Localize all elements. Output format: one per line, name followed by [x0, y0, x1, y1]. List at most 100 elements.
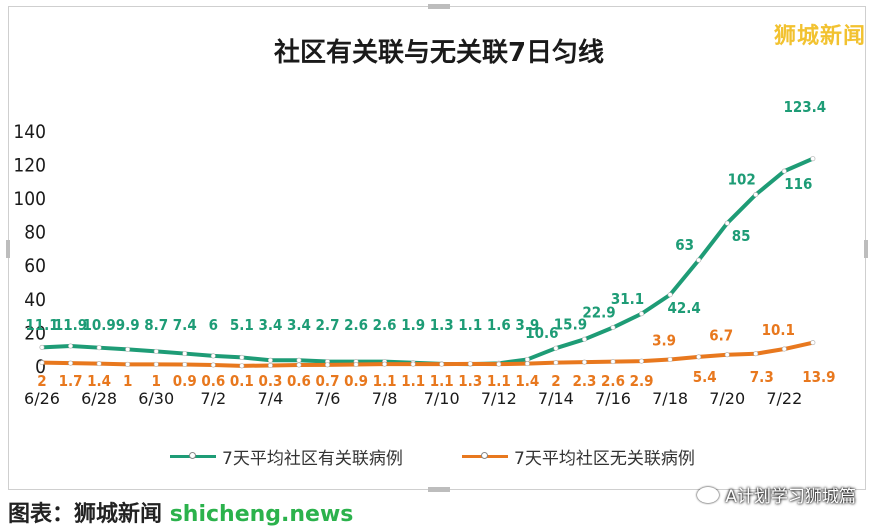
data-point [753, 192, 759, 198]
data-label: 1.1 [458, 316, 482, 334]
data-point [210, 362, 216, 368]
data-label: 1.3 [458, 372, 482, 390]
footer-credit-prefix: 图表： [8, 502, 75, 527]
data-point [153, 361, 159, 367]
data-label: 2.3 [572, 372, 596, 390]
data-point [581, 336, 587, 342]
data-label: 1.4 [87, 372, 111, 390]
data-label: 1.1 [401, 372, 425, 390]
data-label: 3.4 [258, 316, 282, 334]
legend-item-unlinked: 7天平均社区无关联病例 [462, 444, 695, 469]
resize-handle-bottom[interactable] [428, 487, 450, 492]
data-label: 9.9 [116, 316, 140, 334]
series-line-1 [40, 340, 815, 368]
data-label: 10.6 [525, 324, 558, 342]
footer-credit-name: 狮城新闻 [74, 502, 163, 527]
footer-credit: 图表：狮城新闻 shicheng.news [8, 496, 353, 528]
data-point [96, 345, 102, 351]
data-point [324, 362, 330, 368]
data-label: 31.1 [611, 290, 644, 308]
data-point [296, 362, 302, 368]
data-label: 123.4 [784, 98, 827, 116]
data-point [125, 346, 131, 352]
data-label: 0.7 [316, 372, 340, 390]
data-label: 1.1 [487, 372, 511, 390]
data-point [382, 361, 388, 367]
x-tick-label: 7/4 [258, 389, 284, 408]
data-label: 1 [152, 372, 161, 390]
legend-item-linked: 7天平均社区有关联病例 [170, 444, 403, 469]
data-label: 1.7 [59, 372, 83, 390]
footer-credit-site: shicheng.news [169, 502, 354, 527]
legend-swatch-unlinked [462, 452, 508, 459]
x-tick-label: 7/10 [424, 389, 460, 408]
data-point [439, 361, 445, 367]
data-point [696, 354, 702, 360]
resize-handle-top[interactable] [428, 4, 450, 9]
data-point [667, 292, 673, 298]
data-point [267, 357, 273, 363]
data-point [353, 361, 359, 367]
data-label: 8.7 [144, 316, 168, 334]
y-tick-label: 20 [24, 322, 46, 344]
data-label: 0.9 [344, 372, 368, 390]
wechat-icon [697, 486, 720, 503]
brand-watermark: 狮城新闻 [773, 24, 866, 49]
y-tick-label: 100 [13, 188, 46, 210]
y-tick-label: 120 [13, 154, 46, 176]
data-point [496, 361, 502, 367]
data-label: 2 [551, 372, 560, 390]
data-label: 2.9 [630, 372, 654, 390]
data-label: 13.9 [802, 368, 835, 386]
data-point [410, 361, 416, 367]
data-label: 11.9 [54, 316, 87, 334]
data-point [239, 363, 245, 369]
data-label: 116 [784, 175, 812, 193]
data-label: 0.3 [258, 372, 282, 390]
x-tick-label: 6/26 [24, 389, 60, 408]
data-point [639, 311, 645, 317]
y-tick-label: 40 [24, 289, 46, 311]
data-point [781, 346, 787, 352]
data-label: 7.4 [173, 316, 197, 334]
resize-handle-right[interactable] [864, 240, 868, 258]
data-label: 2 [37, 372, 46, 390]
data-point [581, 359, 587, 365]
data-label: 6.7 [709, 327, 733, 345]
data-label: 15.9 [554, 315, 587, 333]
data-point [39, 344, 45, 350]
data-point [239, 354, 245, 360]
data-point [639, 358, 645, 364]
data-label: 2.7 [316, 316, 340, 334]
x-tick-label: 7/14 [538, 389, 574, 408]
data-label: 1.4 [515, 372, 539, 390]
data-point [467, 361, 473, 367]
data-point [296, 357, 302, 363]
data-point [182, 361, 188, 367]
data-label: 1.1 [373, 372, 397, 390]
data-point [68, 343, 74, 349]
data-label: 1.9 [401, 316, 425, 334]
line-chart: 0 20 40 60 80 100 120 140 6/26 6/28 6/30 7/2 7/4 7/6 7… [13, 98, 835, 408]
x-tick-label: 7/8 [372, 389, 398, 408]
data-point [182, 351, 188, 357]
data-label: 3.9 [652, 331, 676, 349]
footer-account-name: A计划学习狮城篇 [725, 487, 856, 507]
y-tick-label: 0 [35, 356, 46, 378]
data-point [610, 325, 616, 331]
data-point [810, 340, 816, 346]
data-label: 10.1 [762, 321, 795, 339]
legend-label-unlinked: 7天平均社区无关联病例 [514, 449, 695, 469]
data-point [524, 361, 530, 367]
data-point [267, 362, 273, 368]
data-label: 85 [732, 227, 751, 245]
x-tick-label: 7/12 [481, 389, 517, 408]
data-point [667, 356, 673, 362]
x-tick-label: 7/6 [315, 389, 341, 408]
data-point [524, 356, 530, 362]
resize-handle-left[interactable] [6, 240, 10, 258]
x-tick-label: 7/22 [766, 389, 802, 408]
data-label: 3.4 [287, 316, 311, 334]
data-label: 0.6 [201, 372, 225, 390]
data-label: 7.3 [750, 368, 774, 386]
